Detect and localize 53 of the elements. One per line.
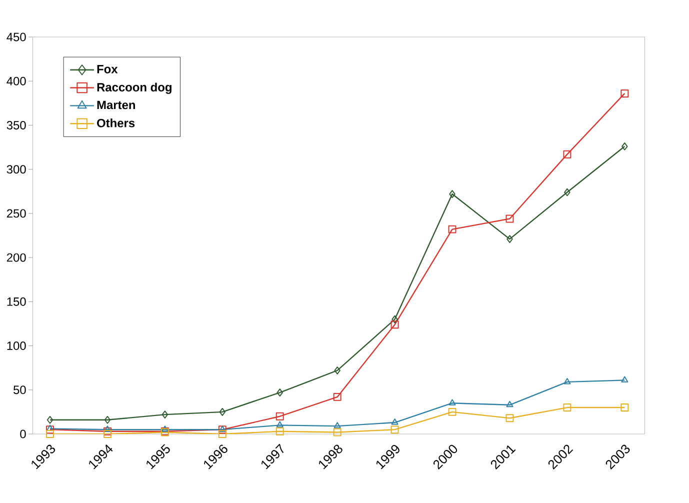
y-tick-label: 0 — [20, 430, 26, 438]
point — [333, 392, 342, 401]
point — [564, 378, 571, 384]
y-tick-label: 50 — [14, 386, 26, 394]
point — [103, 430, 112, 438]
point — [219, 408, 226, 416]
point — [161, 426, 168, 432]
y-tick-label: 300 — [6, 165, 26, 174]
point — [218, 430, 226, 438]
point — [276, 427, 284, 436]
point — [392, 315, 398, 324]
point — [162, 410, 168, 419]
point — [506, 235, 513, 244]
point — [448, 225, 456, 234]
point — [506, 414, 514, 422]
point — [391, 418, 398, 425]
point — [620, 404, 629, 412]
y-tick-label: 400 — [6, 76, 26, 86]
point — [276, 388, 283, 397]
point — [333, 428, 342, 436]
point — [390, 426, 399, 434]
point — [46, 424, 54, 431]
y-tick-label: 350 — [6, 120, 26, 130]
point — [621, 376, 628, 382]
y-tick-label: 200 — [6, 253, 26, 262]
y-tick-label: 450 — [6, 32, 26, 42]
legend-label: Fox — [97, 65, 118, 74]
point — [620, 89, 629, 98]
point — [46, 416, 54, 424]
point — [276, 421, 284, 428]
point — [276, 412, 284, 420]
point — [104, 416, 111, 424]
point — [390, 320, 399, 329]
legend-label: Raccoon dog — [97, 82, 172, 94]
point — [564, 188, 570, 196]
point — [334, 422, 341, 428]
point — [46, 430, 54, 438]
point — [622, 142, 628, 150]
point — [46, 426, 54, 434]
y-tick-label: 150 — [7, 297, 26, 306]
y-tick-label: 250 — [6, 209, 26, 218]
point — [506, 400, 514, 408]
point — [563, 404, 572, 412]
y-tick-label: 100 — [7, 342, 26, 350]
point — [334, 366, 340, 374]
legend-label: Others — [97, 118, 135, 128]
point — [448, 399, 456, 406]
point — [104, 426, 111, 432]
point — [563, 150, 572, 158]
legend-label: Marten — [97, 100, 135, 110]
point — [449, 190, 456, 198]
point — [506, 214, 514, 223]
point — [448, 408, 456, 416]
